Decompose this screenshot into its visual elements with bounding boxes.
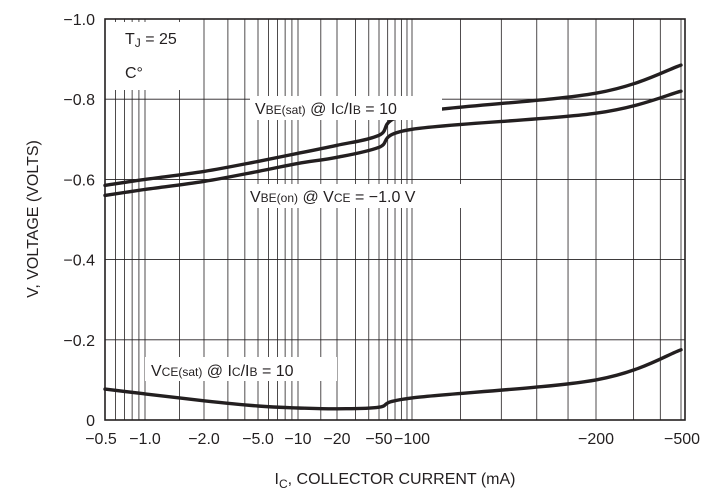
y-tick-label: −0.4 xyxy=(63,253,95,270)
x-tick-label: −100 xyxy=(394,431,430,448)
y-axis-label: V, VOLTAGE (VOLTS) xyxy=(25,140,42,298)
series-line-1 xyxy=(103,63,683,188)
data-series xyxy=(103,63,683,411)
x-tick-labels: −0.5 −1.0 −2.0 −5.0 −10 −20 −50 −100 −200 −500 xyxy=(85,431,700,448)
x-tick-label: −20 xyxy=(323,431,350,448)
series-line-3 xyxy=(103,348,683,411)
y-tick-labels: −1.0 −0.8 −0.6 −0.4 −0.2 0 xyxy=(63,12,95,430)
y-tick-label: −1.0 xyxy=(63,12,95,29)
vbe-on-label: VBE(on) @ VCE = −1.0 V xyxy=(250,189,416,206)
x-axis-label: IC, COLLECTOR CURRENT (mA) xyxy=(275,471,516,491)
series-line-2 xyxy=(103,89,683,198)
plot-frame xyxy=(104,18,686,421)
x-tick-label: −2.0 xyxy=(188,431,220,448)
y-tick-label: −0.2 xyxy=(63,333,95,350)
x-tick-label: −200 xyxy=(578,431,614,448)
y-tick-label: −0.6 xyxy=(63,172,95,189)
y-tick-label: −0.8 xyxy=(63,92,95,109)
x-tick-label: −1.0 xyxy=(129,431,161,448)
vbe-sat-label-bg xyxy=(250,96,442,120)
tj-unit-annotation: C° xyxy=(125,65,143,82)
vbe-sat-label: VBE(sat) @ IC/IB = 10 xyxy=(255,101,397,118)
vbe-on-label-bg xyxy=(246,184,464,208)
vce-sat-label: VCE(sat) @ IC/IB = 10 xyxy=(151,363,294,380)
tj-annotation: TJ = 25 xyxy=(125,31,177,50)
y-tick-label: 0 xyxy=(86,413,95,430)
x-tick-label: −10 xyxy=(284,431,311,448)
x-tick-label: −5.0 xyxy=(242,431,274,448)
tj-annotation-bg xyxy=(107,22,197,90)
x-tick-label: −500 xyxy=(664,431,700,448)
x-tick-label: −50 xyxy=(365,431,392,448)
x-tick-label: −0.5 xyxy=(85,431,117,448)
vce-sat-label-bg xyxy=(145,357,337,381)
